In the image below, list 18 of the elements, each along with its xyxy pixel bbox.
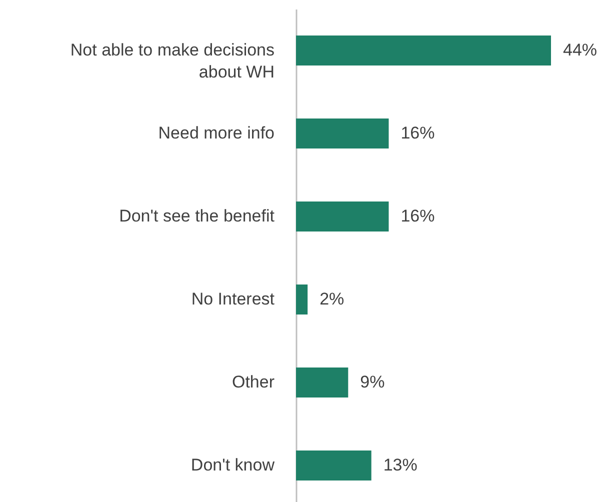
- data-label: 13%: [383, 456, 418, 474]
- data-label: 44%: [563, 40, 598, 60]
- bar: [296, 36, 551, 66]
- y-tick-label: Need more info: [158, 124, 274, 142]
- y-tick-label: Not able to make decisions about WH: [70, 40, 274, 82]
- bar: [296, 450, 372, 480]
- bar: [296, 202, 389, 232]
- y-tick-label: Other: [232, 372, 275, 392]
- data-label: 2%: [320, 290, 344, 308]
- data-label: 16%: [400, 124, 435, 142]
- y-tick-label: Don't know: [190, 456, 276, 474]
- y-tick-label: Don't see the benefit: [119, 206, 275, 226]
- data-label: 16%: [400, 206, 435, 226]
- bar: [296, 368, 348, 398]
- y-tick-label: No Interest: [191, 290, 275, 308]
- data-label: 9%: [360, 372, 385, 392]
- bar: [296, 118, 389, 148]
- bar: [296, 284, 308, 314]
